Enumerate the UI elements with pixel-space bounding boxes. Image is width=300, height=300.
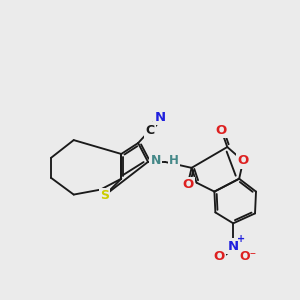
- Text: O: O: [182, 178, 193, 191]
- Text: O⁻: O⁻: [239, 250, 257, 263]
- Text: C: C: [146, 124, 154, 137]
- Text: O: O: [238, 154, 249, 167]
- Text: O: O: [214, 250, 225, 263]
- Text: N: N: [151, 154, 161, 167]
- Text: O: O: [216, 124, 227, 137]
- Text: S: S: [100, 189, 109, 202]
- Text: H: H: [169, 154, 179, 167]
- Text: N: N: [228, 240, 239, 253]
- Text: N: N: [154, 111, 166, 124]
- Text: +: +: [237, 234, 245, 244]
